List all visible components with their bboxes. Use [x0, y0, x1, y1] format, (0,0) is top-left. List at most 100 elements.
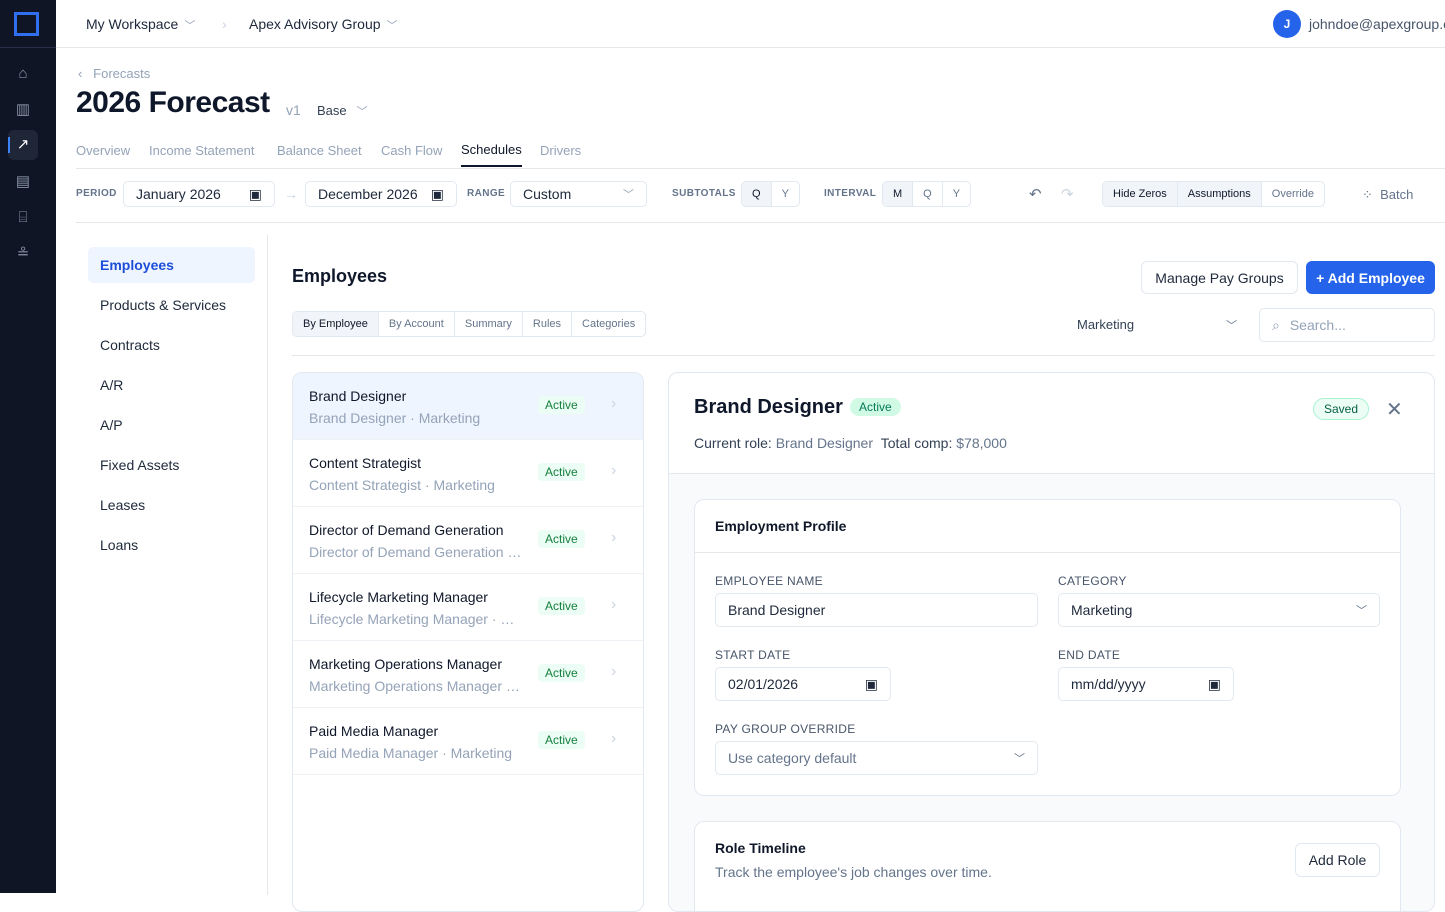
tab-drivers[interactable]: Drivers	[540, 143, 582, 158]
search-input[interactable]: ⌕ Search...	[1259, 308, 1435, 342]
employee-title: Brand Designer	[309, 388, 407, 404]
sidebar-item-fixed-assets[interactable]: Fixed Assets	[100, 457, 180, 473]
employee-title: Marketing Operations Manager	[309, 656, 502, 672]
role-value: Brand Designer	[775, 435, 873, 451]
calendar-icon[interactable]: ▣	[1207, 675, 1221, 692]
page-title: 2026 Forecast	[76, 86, 270, 119]
scenario-label: Base	[317, 103, 347, 118]
interval-m[interactable]: M	[883, 182, 914, 206]
calendar-icon[interactable]: ▣	[864, 675, 878, 692]
list-item[interactable]: Marketing Operations Manager Marketing Op…	[293, 641, 643, 708]
sidebar-item-products-services[interactable]: Products & Services	[100, 297, 227, 313]
start-date-input[interactable]: 02/01/2026 ▣	[715, 667, 891, 701]
view-by-account[interactable]: By Account	[379, 312, 455, 336]
add-role-button[interactable]: Add Role	[1295, 843, 1380, 877]
override-toggle[interactable]: Override	[1271, 188, 1314, 200]
interval-y[interactable]: Y	[952, 188, 961, 200]
bar-chart-icon[interactable]: ▥	[15, 101, 31, 118]
org-switcher[interactable]: Apex Advisory Group ﹀	[249, 16, 398, 33]
chevron-right-icon: ›	[611, 596, 617, 613]
back-label: Forecasts	[93, 66, 151, 81]
status-badge: Active	[538, 731, 585, 749]
chevron-down-icon: ﹀	[356, 106, 368, 118]
trending-icon[interactable]: ↗	[8, 130, 38, 160]
view-summary[interactable]: Summary	[455, 312, 523, 336]
sidebar-item-employees[interactable]: Employees	[88, 247, 255, 283]
avatar[interactable]: J	[1273, 10, 1301, 38]
end-date-input[interactable]: mm/dd/yyyy ▣	[1058, 667, 1234, 701]
list-item[interactable]: Paid Media Manager Paid Media Manager · M…	[293, 708, 643, 775]
tab-income-statement[interactable]: Income Statement	[149, 143, 255, 158]
batch-button[interactable]: ⁘ Batch	[1362, 187, 1413, 203]
sidebar-item-loans[interactable]: Loans	[100, 537, 139, 553]
list-item[interactable]: Brand Designer Brand Designer · Marketing…	[293, 373, 643, 440]
category-filter[interactable]: Marketing ﹀	[1077, 317, 1237, 332]
scenario-select[interactable]: Base ﹀	[317, 103, 368, 119]
view-rules[interactable]: Rules	[523, 312, 573, 336]
view-tabs[interactable]: By Employee By Account Summary Rules Categor…	[292, 311, 647, 337]
view-toggles[interactable]: Hide Zeros Assumptions Override	[1102, 181, 1325, 207]
add-employee-button[interactable]: + Add Employee	[1306, 261, 1435, 294]
sidebar-item-leases[interactable]: Leases	[100, 497, 146, 513]
batch-label: Batch	[1380, 187, 1414, 202]
list-item[interactable]: Director of Demand Generation Director of…	[293, 507, 643, 574]
status-badge: Active	[538, 396, 585, 414]
detail-summary: Current role: Brand Designer Total comp:…	[694, 435, 1007, 451]
category-select[interactable]: Marketing ﹀	[1058, 593, 1380, 627]
bank-icon[interactable]: ⌸	[18, 209, 28, 226]
back-link[interactable]: ‹ Forecasts	[78, 66, 150, 81]
tab-cash-flow[interactable]: Cash Flow	[381, 143, 443, 158]
workspace-switcher[interactable]: My Workspace ﹀	[86, 16, 195, 33]
divider	[695, 552, 1400, 553]
range-label: RANGE	[467, 188, 506, 199]
period-end-value: December 2026	[318, 186, 418, 202]
chevron-down-icon: ﹀	[386, 20, 398, 32]
sidebar-item-ap[interactable]: A/P	[100, 417, 123, 433]
list-item[interactable]: Content Strategist Content Strategist · M…	[293, 440, 643, 507]
list-item[interactable]: Lifecycle Marketing Manager Lifecycle Mar…	[293, 574, 643, 641]
calendar-icon[interactable]: ▣	[430, 185, 444, 202]
category-value: Marketing	[1071, 602, 1133, 618]
search-placeholder: Search...	[1289, 317, 1346, 333]
pay-group-value: Use category default	[728, 750, 857, 766]
section-title: Employees	[292, 266, 388, 286]
view-by-employee[interactable]: By Employee	[293, 312, 379, 336]
subtotals-q[interactable]: Q	[742, 182, 772, 206]
redo-icon[interactable]: ↷	[1061, 186, 1074, 203]
hide-zeros-toggle[interactable]: Hide Zeros	[1103, 182, 1178, 206]
card-title: Role Timeline	[715, 840, 806, 856]
employee-subtitle: Lifecycle Marketing Manager · Marketing	[309, 611, 524, 627]
tab-schedules[interactable]: Schedules	[461, 142, 522, 167]
undo-icon[interactable]: ↶	[1029, 186, 1042, 203]
tab-balance-sheet[interactable]: Balance Sheet	[277, 143, 362, 158]
tab-overview[interactable]: Overview	[76, 143, 131, 158]
employee-name-input[interactable]: Brand Designer	[715, 593, 1038, 627]
manage-pay-groups-button[interactable]: Manage Pay Groups	[1141, 261, 1298, 294]
period-start-input[interactable]: January 2026 ▣	[123, 181, 275, 207]
view-categories[interactable]: Categories	[582, 318, 636, 330]
pay-group-select[interactable]: Use category default ﹀	[715, 741, 1038, 775]
home-icon[interactable]: ⌂	[18, 65, 28, 82]
interval-q[interactable]: Q	[913, 182, 943, 206]
period-end-input[interactable]: December 2026 ▣	[305, 181, 457, 207]
start-date-value: 02/01/2026	[728, 676, 799, 692]
employee-name-label: EMPLOYEE NAME	[715, 574, 823, 588]
org-label: Apex Advisory Group	[249, 16, 381, 32]
employee-name-value: Brand Designer	[728, 602, 826, 618]
sidebar-item-contracts[interactable]: Contracts	[100, 337, 160, 353]
range-select[interactable]: Custom ﹀	[510, 181, 647, 207]
comp-value: $78,000	[956, 435, 1007, 451]
user-email[interactable]: johndoe@apexgroup.com	[1309, 16, 1445, 32]
sidebar-item-ar[interactable]: A/R	[100, 377, 124, 393]
calendar-icon[interactable]: ▣	[248, 185, 262, 202]
document-icon[interactable]: ▤	[15, 173, 31, 190]
logo[interactable]	[14, 12, 39, 36]
employee-detail-panel: Brand Designer Active Saved ✕ Current ro…	[668, 372, 1435, 912]
subtotals-y[interactable]: Y	[781, 188, 789, 200]
assumptions-toggle[interactable]: Assumptions	[1177, 182, 1262, 206]
close-icon[interactable]: ✕	[1386, 399, 1403, 421]
status-badge: Active	[538, 530, 585, 548]
hierarchy-icon[interactable]: ≗	[16, 245, 30, 262]
